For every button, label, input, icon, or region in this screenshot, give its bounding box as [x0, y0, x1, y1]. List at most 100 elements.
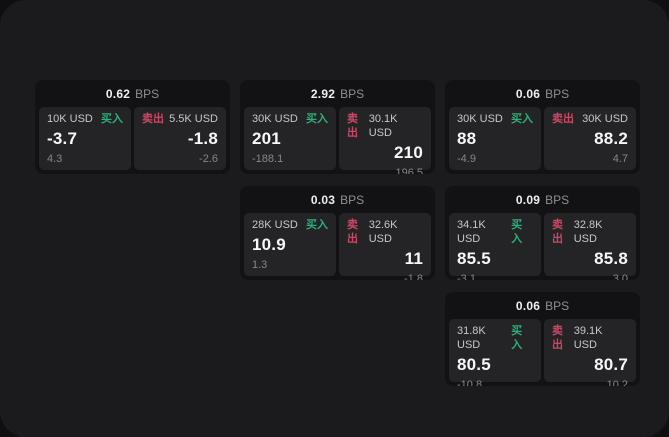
buy-panel-header: 31.8K USD 买入: [457, 324, 533, 352]
bps-unit-label: BPS: [135, 86, 160, 101]
sell-panel-header: 卖出 30K USD: [552, 112, 628, 126]
sell-value: 88.2: [594, 129, 628, 148]
buy-panel-header: 28K USD 买入: [252, 218, 328, 232]
sell-panel[interactable]: 卖出 5.5K USD -1.8 -2.6: [134, 107, 226, 170]
buy-label: 买入: [511, 113, 533, 125]
bps-unit-label: BPS: [340, 86, 365, 101]
bps-header: 0.03 BPS: [240, 186, 435, 213]
sell-label: 卖出: [347, 219, 358, 245]
bps-value: 2.92: [310, 86, 336, 101]
bps-header: 0.06 BPS: [445, 80, 640, 107]
bps-header: 0.06 BPS: [445, 292, 640, 319]
bps-unit-label: BPS: [545, 192, 570, 207]
bps-unit-label: BPS: [545, 86, 570, 101]
sell-delta: 3.0: [612, 273, 628, 280]
sell-panel[interactable]: 卖出 32.8K USD 85.8 3.0: [544, 213, 636, 280]
sell-label: 卖出: [347, 113, 358, 139]
sell-amount: 32.6K USD: [368, 219, 398, 245]
buy-value: 10.9: [252, 235, 286, 254]
sell-label: 卖出: [142, 113, 164, 125]
buy-delta: -4.9: [457, 153, 476, 165]
bps-unit-label: BPS: [340, 192, 365, 207]
buy-label: 买入: [101, 113, 123, 125]
buy-label: 买入: [511, 325, 523, 351]
sell-panel-header: 卖出 32.8K USD: [552, 218, 628, 246]
sell-panel[interactable]: 卖出 39.1K USD 80.7 10.2: [544, 319, 636, 386]
sell-amount: 30.1K USD: [368, 113, 398, 139]
quote-panels: 28K USD 买入 10.9 1.3 卖出 32.6K USD 11 -1.8: [240, 213, 435, 280]
buy-delta: -188.1: [252, 153, 284, 165]
buy-panel[interactable]: 34.1K USD 买入 85.5 -3.1: [449, 213, 541, 280]
bps-header: 0.62 BPS: [35, 80, 230, 107]
sell-amount: 32.8K USD: [573, 219, 603, 245]
sell-delta: -2.6: [199, 153, 218, 165]
buy-amount: 10K USD: [47, 113, 93, 125]
buy-value: -3.7: [47, 129, 78, 148]
sell-value: 210: [394, 143, 423, 162]
bps-unit-label: BPS: [545, 298, 570, 313]
quote-card: 0.06 BPS 31.8K USD 买入 80.5 -10.8 卖出 39.1…: [445, 292, 640, 386]
quote-card: 0.09 BPS 34.1K USD 买入 85.5 -3.1 卖出 32.8K…: [445, 186, 640, 280]
quote-card: 0.03 BPS 28K USD 买入 10.9 1.3 卖出 32.6K US…: [240, 186, 435, 280]
buy-value: 80.5: [457, 355, 491, 374]
buy-delta: -10.8: [457, 379, 483, 386]
bps-value: 0.06: [515, 298, 541, 313]
buy-value: 201: [252, 129, 281, 148]
buy-label: 买入: [511, 219, 523, 245]
sell-amount: 5.5K USD: [169, 113, 218, 125]
buy-label: 买入: [306, 219, 328, 231]
sell-panel-header: 卖出 39.1K USD: [552, 324, 628, 352]
buy-delta: -3.1: [457, 273, 476, 280]
sell-value: 85.8: [594, 249, 628, 268]
bps-header: 0.09 BPS: [445, 186, 640, 213]
sell-amount: 30K USD: [582, 113, 628, 125]
quote-panels: 30K USD 买入 88 -4.9 卖出 30K USD 88.2 4.7: [445, 107, 640, 170]
buy-panel[interactable]: 28K USD 买入 10.9 1.3: [244, 213, 336, 276]
buy-panel[interactable]: 31.8K USD 买入 80.5 -10.8: [449, 319, 541, 386]
buy-amount: 31.8K USD: [457, 325, 486, 351]
sell-delta: 10.2: [606, 379, 628, 386]
bps-value: 0.09: [515, 192, 541, 207]
sell-label: 卖出: [552, 219, 563, 245]
buy-delta: 4.3: [47, 153, 63, 165]
buy-panel-header: 30K USD 买入: [457, 112, 533, 126]
quote-panels: 10K USD 买入 -3.7 4.3 卖出 5.5K USD -1.8 -2.…: [35, 107, 230, 170]
quote-card: 2.92 BPS 30K USD 买入 201 -188.1 卖出 30.1K …: [240, 80, 435, 174]
sell-panel-header: 卖出 32.6K USD: [347, 218, 423, 246]
sell-value: -1.8: [187, 129, 218, 148]
sell-label: 卖出: [552, 325, 563, 351]
quote-card: 0.62 BPS 10K USD 买入 -3.7 4.3 卖出 5.5K USD…: [35, 80, 230, 174]
sell-panel[interactable]: 卖出 30.1K USD 210 196.5: [339, 107, 431, 174]
bps-header: 2.92 BPS: [240, 80, 435, 107]
buy-panel-header: 30K USD 买入: [252, 112, 328, 126]
sell-delta: 4.7: [612, 153, 628, 165]
buy-panel-header: 10K USD 买入: [47, 112, 123, 126]
sell-amount: 39.1K USD: [573, 325, 603, 351]
sell-panel[interactable]: 卖出 30K USD 88.2 4.7: [544, 107, 636, 170]
quote-panels: 34.1K USD 买入 85.5 -3.1 卖出 32.8K USD 85.8…: [445, 213, 640, 280]
buy-amount: 30K USD: [252, 113, 298, 125]
buy-delta: 1.3: [252, 259, 268, 271]
sell-delta: -1.8: [404, 273, 423, 280]
buy-panel[interactable]: 30K USD 买入 201 -188.1: [244, 107, 336, 170]
buy-amount: 28K USD: [252, 219, 298, 231]
sell-panel-header: 卖出 30.1K USD: [347, 112, 423, 140]
bps-value: 0.62: [105, 86, 131, 101]
sell-panel[interactable]: 卖出 32.6K USD 11 -1.8: [339, 213, 431, 280]
buy-amount: 34.1K USD: [457, 219, 486, 245]
sell-panel-header: 卖出 5.5K USD: [142, 112, 218, 126]
quote-panels: 30K USD 买入 201 -188.1 卖出 30.1K USD 210 1…: [240, 107, 435, 174]
sell-delta: 196.5: [395, 167, 423, 174]
bps-value: 0.03: [310, 192, 336, 207]
buy-value: 85.5: [457, 249, 491, 268]
sell-value: 11: [404, 249, 423, 268]
buy-panel[interactable]: 10K USD 买入 -3.7 4.3: [39, 107, 131, 170]
buy-label: 买入: [306, 113, 328, 125]
buy-value: 88: [457, 129, 477, 148]
quote-panels: 31.8K USD 买入 80.5 -10.8 卖出 39.1K USD 80.…: [445, 319, 640, 386]
quote-card: 0.06 BPS 30K USD 买入 88 -4.9 卖出 30K USD 8…: [445, 80, 640, 174]
buy-panel[interactable]: 30K USD 买入 88 -4.9: [449, 107, 541, 170]
buy-panel-header: 34.1K USD 买入: [457, 218, 533, 246]
buy-amount: 30K USD: [457, 113, 503, 125]
